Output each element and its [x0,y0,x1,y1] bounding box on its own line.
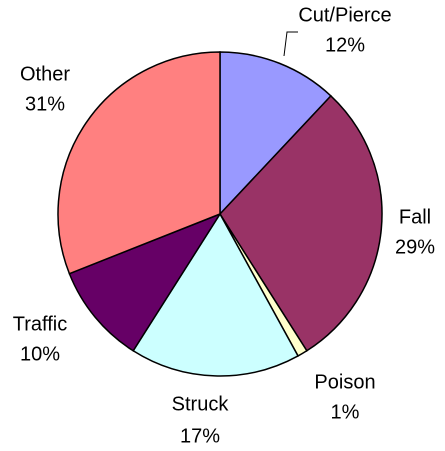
slice-label: Traffic [13,313,67,335]
pie-slice [219,94,383,352]
slice-value-label: 31% [25,93,65,115]
slice-value-label: 1% [331,401,360,423]
pie-slice [68,212,222,352]
slice-value-label: 10% [20,343,60,365]
slice-label: Cut/Pierce [298,4,391,26]
slice-value-label: 12% [325,34,365,56]
slice-label: Poison [314,371,375,393]
pie-slice [132,212,300,377]
slice-value-label: 17% [180,425,220,447]
slice-label: Other [20,63,70,85]
slice-value-label: 29% [395,236,435,258]
pie-slice [219,51,332,216]
leader-line [283,31,298,57]
slice-label: Struck [172,393,230,415]
slice-label: Fall [399,206,431,228]
pie-slice [57,51,221,275]
